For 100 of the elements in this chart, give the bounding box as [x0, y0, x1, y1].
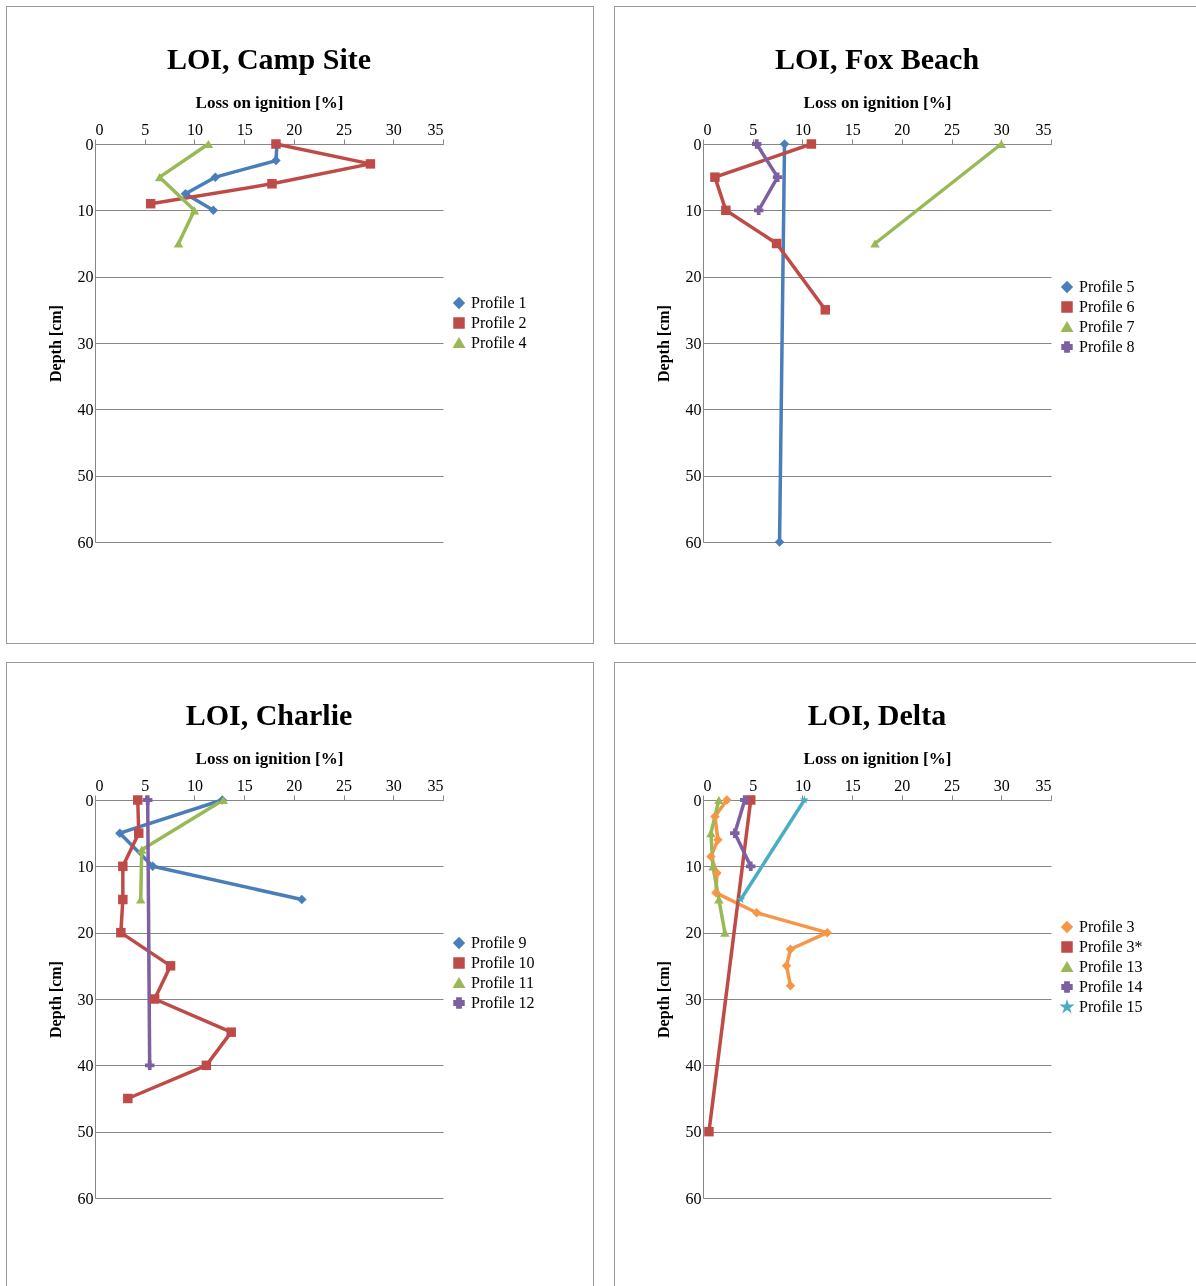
x-tick-label: 35 [1035, 120, 1052, 138]
point [115, 828, 125, 838]
point [774, 537, 785, 547]
point [297, 894, 307, 905]
point [144, 1060, 155, 1071]
chart-title: LOI, Delta [807, 698, 947, 731]
legend-label: Profile 10 [471, 954, 535, 971]
point [142, 795, 153, 805]
legend-label: Profile 2 [471, 314, 527, 331]
point [710, 172, 720, 182]
legend-label: Profile 15 [1079, 998, 1143, 1015]
point [133, 795, 143, 805]
legend-label: Profile 7 [1079, 318, 1135, 335]
y-tick-label: 40 [685, 1056, 702, 1074]
point [710, 811, 720, 822]
point [736, 894, 746, 904]
y-tick-label: 40 [685, 400, 702, 418]
x-tick-label: 5 [141, 776, 150, 794]
legend-label: Profile 13 [1079, 958, 1143, 975]
legend-label: Profile 9 [471, 934, 527, 951]
legend-label: Profile 4 [471, 334, 527, 351]
y-tick-label: 10 [685, 201, 702, 219]
point [189, 206, 200, 215]
x-tick-label: 5 [749, 776, 758, 794]
point [210, 172, 221, 182]
x-tick-label: 15 [844, 776, 861, 794]
y-tick-label: 20 [77, 268, 94, 286]
chart-title: LOI, Fox Beach [774, 42, 980, 75]
legend-label: Profile 12 [471, 994, 535, 1011]
x-tick-label: 30 [993, 776, 1010, 794]
point [785, 944, 796, 954]
x-tick-label: 35 [1035, 776, 1052, 794]
point [116, 927, 126, 938]
y-tick-label: 20 [685, 268, 702, 286]
y-tick-label: 0 [693, 135, 702, 153]
y-axis-title: Depth [cm] [654, 305, 673, 382]
point [134, 828, 144, 838]
point [730, 828, 740, 838]
x-tick-label: 25 [336, 120, 353, 138]
y-tick-label: 30 [685, 334, 702, 352]
point [714, 795, 724, 805]
legend-label: Profile 1 [471, 294, 527, 311]
point [180, 189, 191, 199]
x-axis-title: Loss on ignition [%] [195, 748, 344, 768]
x-tick-label: 5 [141, 120, 150, 138]
y-tick-label: 0 [693, 791, 702, 809]
point [721, 205, 731, 216]
y-tick-label: 20 [685, 924, 702, 942]
point [753, 205, 764, 216]
y-tick-label: 0 [85, 791, 94, 809]
y-tick-label: 40 [77, 400, 94, 418]
y-axis-title: Depth [cm] [654, 961, 673, 1038]
y-tick-label: 10 [77, 201, 94, 219]
point [751, 139, 762, 149]
y-tick-label: 30 [77, 990, 94, 1008]
point [118, 894, 128, 905]
point [704, 1126, 714, 1137]
point [201, 1060, 212, 1071]
x-axis-title: Loss on ignition [%] [803, 92, 952, 112]
x-axis-title: Loss on ignition [%] [195, 92, 344, 112]
x-tick-label: 15 [236, 120, 253, 138]
point [136, 845, 147, 854]
x-tick-label: 10 [186, 776, 203, 794]
x-tick-label: 5 [749, 120, 758, 138]
chart-title: LOI, Camp Site [166, 42, 372, 75]
point [781, 961, 792, 971]
legend-label: Profile 11 [471, 974, 534, 991]
legend-label: Profile 6 [1079, 298, 1135, 315]
point [267, 179, 277, 189]
legend-label: Profile 8 [1079, 338, 1135, 355]
point [123, 1093, 133, 1104]
x-tick-label: 30 [993, 120, 1010, 138]
point [118, 861, 128, 872]
point [706, 851, 716, 862]
x-tick-label: 25 [944, 776, 961, 794]
x-tick-label: 35 [427, 120, 444, 138]
point [745, 861, 756, 872]
point [713, 835, 723, 845]
x-tick-label: 20 [286, 120, 303, 138]
point [772, 172, 783, 182]
x-tick-label: 15 [236, 776, 253, 794]
y-tick-label: 60 [77, 533, 94, 551]
point [165, 961, 176, 971]
point [149, 994, 160, 1004]
x-tick-label: 35 [427, 776, 444, 794]
point [226, 1027, 236, 1037]
point [147, 861, 158, 872]
point [208, 205, 219, 216]
chart-title: LOI, Charlie [185, 698, 353, 731]
point [751, 908, 762, 918]
legend-label: Profile 5 [1079, 278, 1135, 295]
y-tick-label: 20 [77, 924, 94, 942]
x-tick-label: 10 [186, 120, 203, 138]
y-tick-label: 60 [685, 533, 702, 551]
y-axis-title: Depth [cm] [46, 305, 65, 382]
point [365, 159, 376, 169]
x-tick-label: 10 [794, 120, 811, 138]
legend-label: Profile 3 [1079, 918, 1135, 935]
y-tick-label: 60 [77, 1189, 94, 1207]
point [771, 238, 782, 249]
